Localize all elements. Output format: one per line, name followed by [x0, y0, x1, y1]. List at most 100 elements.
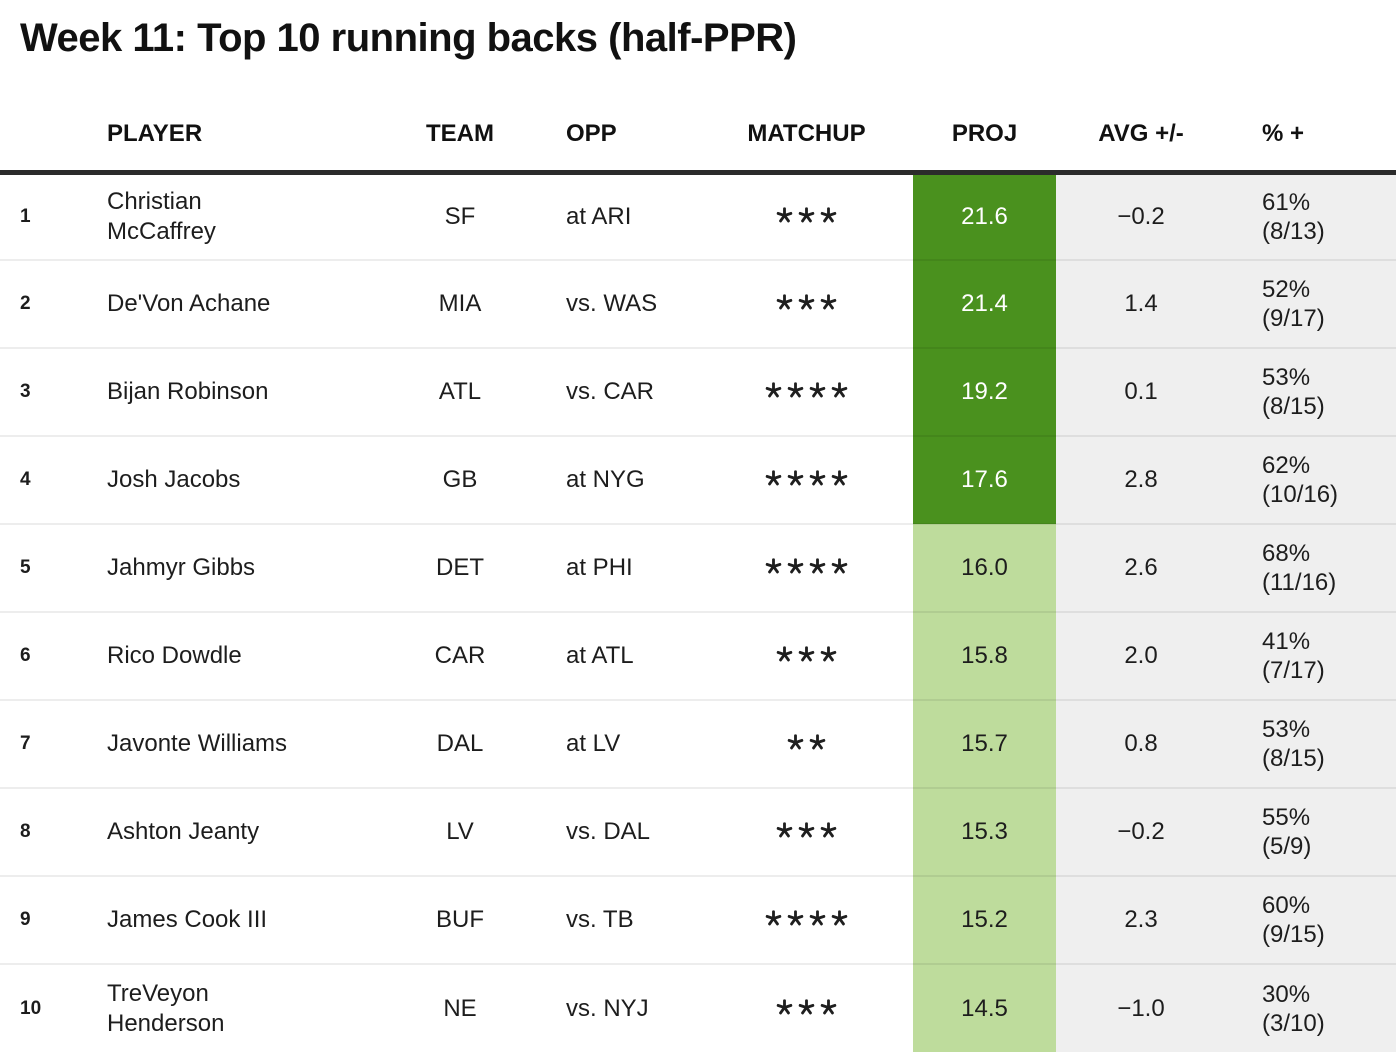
avg-diff-value: 2.3	[1124, 906, 1158, 933]
table-row: 4 Josh Jacobs GB at NYG 17.6 2.8 62% (10…	[0, 435, 1396, 524]
player-name: Jahmyr Gibbs	[107, 554, 256, 581]
projection-value: 15.2	[961, 906, 1008, 933]
matchup-star-rating	[765, 558, 848, 575]
rank-label: 2	[20, 293, 31, 314]
star-icon	[787, 558, 804, 574]
percent-beat-projection: 53% (8/15)	[1262, 716, 1325, 772]
player-name: James Cook III	[107, 906, 268, 933]
team-abbr: DAL	[436, 730, 484, 757]
star-icon	[787, 382, 804, 398]
table-row: 2 De'Von Achane MIA vs. WAS 21.4 1.4 52%…	[0, 259, 1396, 348]
opponent: at ATL	[566, 642, 634, 669]
header-row: PLAYER TEAM OPP MATCHUP PROJ AVG +/- % +	[0, 62, 1396, 175]
percent-beat-projection: 60% (9/15)	[1262, 892, 1325, 948]
opponent: vs. DAL	[566, 818, 651, 845]
player-name: Javonte Williams	[107, 730, 288, 757]
star-icon	[831, 382, 848, 398]
player-name: De'Von Achane	[107, 290, 271, 317]
star-icon	[798, 998, 815, 1014]
opponent: at LV	[566, 730, 621, 757]
projection-value: 21.4	[961, 290, 1008, 317]
matchup-star-rating	[776, 207, 837, 224]
star-icon	[809, 910, 826, 926]
team-abbr: DET	[436, 554, 484, 581]
team-abbr: ATL	[438, 378, 482, 405]
table-row: 6 Rico Dowdle CAR at ATL 15.8 2.0 41% (7…	[0, 611, 1396, 700]
table-row: 8 Ashton Jeanty LV vs. DAL 15.3 −0.2 55%…	[0, 787, 1396, 876]
opponent: at PHI	[566, 554, 633, 581]
table-row: 1 Christian McCaffrey SF at ARI 21.6 −0.…	[0, 172, 1396, 260]
projection-value: 15.7	[961, 730, 1008, 757]
star-icon	[798, 207, 815, 223]
projection-value: 14.5	[961, 994, 1008, 1022]
col-header-matchup: MATCHUP	[700, 62, 913, 175]
team-abbr: LV	[446, 818, 474, 845]
player-name: Rico Dowdle	[107, 642, 242, 669]
star-icon	[809, 558, 826, 574]
team-abbr: MIA	[438, 290, 482, 317]
avg-diff-value: 0.1	[1124, 378, 1158, 405]
star-icon	[787, 734, 804, 750]
star-icon	[820, 294, 837, 310]
star-icon	[809, 382, 826, 398]
matchup-star-rating	[765, 382, 848, 399]
star-icon	[787, 910, 804, 926]
opponent: at NYG	[566, 466, 645, 493]
col-header-avg: AVG +/-	[1056, 62, 1226, 175]
star-icon	[765, 470, 782, 486]
percent-beat-projection: 52% (9/17)	[1262, 276, 1325, 332]
opponent: vs. WAS	[566, 290, 658, 317]
team-abbr: SF	[444, 202, 476, 230]
matchup-star-rating	[776, 822, 837, 839]
avg-diff-value: 1.4	[1124, 290, 1158, 317]
avg-diff-value: −0.2	[1117, 818, 1165, 845]
avg-diff-value: 2.8	[1124, 466, 1158, 493]
table-row: 10 TreVeyon Henderson NE vs. NYJ 14.5 −1…	[0, 963, 1396, 1052]
col-header-team: TEAM	[410, 62, 510, 175]
star-icon	[776, 646, 793, 662]
avg-diff-value: −1.0	[1117, 994, 1165, 1022]
table-row: 7 Javonte Williams DAL at LV 15.7 0.8 53…	[0, 699, 1396, 788]
matchup-star-rating	[787, 734, 826, 751]
percent-beat-projection: 30% (3/10)	[1262, 980, 1325, 1037]
running-backs-table: PLAYER TEAM OPP MATCHUP PROJ AVG +/- % +…	[0, 62, 1396, 1052]
col-header-player: PLAYER	[90, 62, 410, 175]
player-name: Bijan Robinson	[107, 378, 269, 405]
percent-beat-projection: 55% (5/9)	[1262, 804, 1312, 860]
star-icon	[765, 558, 782, 574]
opponent: vs. CAR	[566, 378, 655, 405]
projection-value: 17.6	[961, 466, 1008, 493]
star-icon	[798, 822, 815, 838]
matchup-star-rating	[776, 294, 837, 311]
rank-label: 5	[20, 557, 31, 578]
star-icon	[831, 470, 848, 486]
star-icon	[765, 910, 782, 926]
team-abbr: NE	[443, 994, 477, 1022]
star-icon	[798, 294, 815, 310]
table-row: 3 Bijan Robinson ATL vs. CAR 19.2 0.1 53…	[0, 347, 1396, 436]
player-name: Christian McCaffrey	[107, 187, 216, 245]
page-title: Week 11: Top 10 running backs (half-PPR)	[20, 16, 797, 60]
rank-label: 10	[20, 997, 42, 1019]
table-row: 9 James Cook III BUF vs. TB 15.2 2.3 60%…	[0, 875, 1396, 964]
projection-value: 15.8	[961, 642, 1008, 669]
projection-value: 21.6	[961, 202, 1008, 230]
opponent: vs. NYJ	[566, 994, 649, 1022]
star-icon	[776, 998, 793, 1014]
col-header-opp: OPP	[510, 62, 700, 175]
rank-label: 9	[20, 909, 31, 930]
team-abbr: CAR	[434, 642, 486, 669]
percent-beat-projection: 68% (11/16)	[1262, 540, 1337, 596]
rank-label: 8	[20, 821, 31, 842]
opponent: vs. TB	[566, 906, 634, 933]
star-icon	[820, 998, 837, 1014]
player-name: TreVeyon Henderson	[107, 979, 225, 1037]
rank-label: 1	[20, 205, 31, 227]
matchup-star-rating	[765, 910, 848, 927]
star-icon	[776, 294, 793, 310]
star-icon	[776, 822, 793, 838]
avg-diff-value: 0.8	[1124, 730, 1158, 757]
team-abbr: GB	[442, 466, 478, 493]
col-header-pct: % +	[1226, 62, 1396, 175]
